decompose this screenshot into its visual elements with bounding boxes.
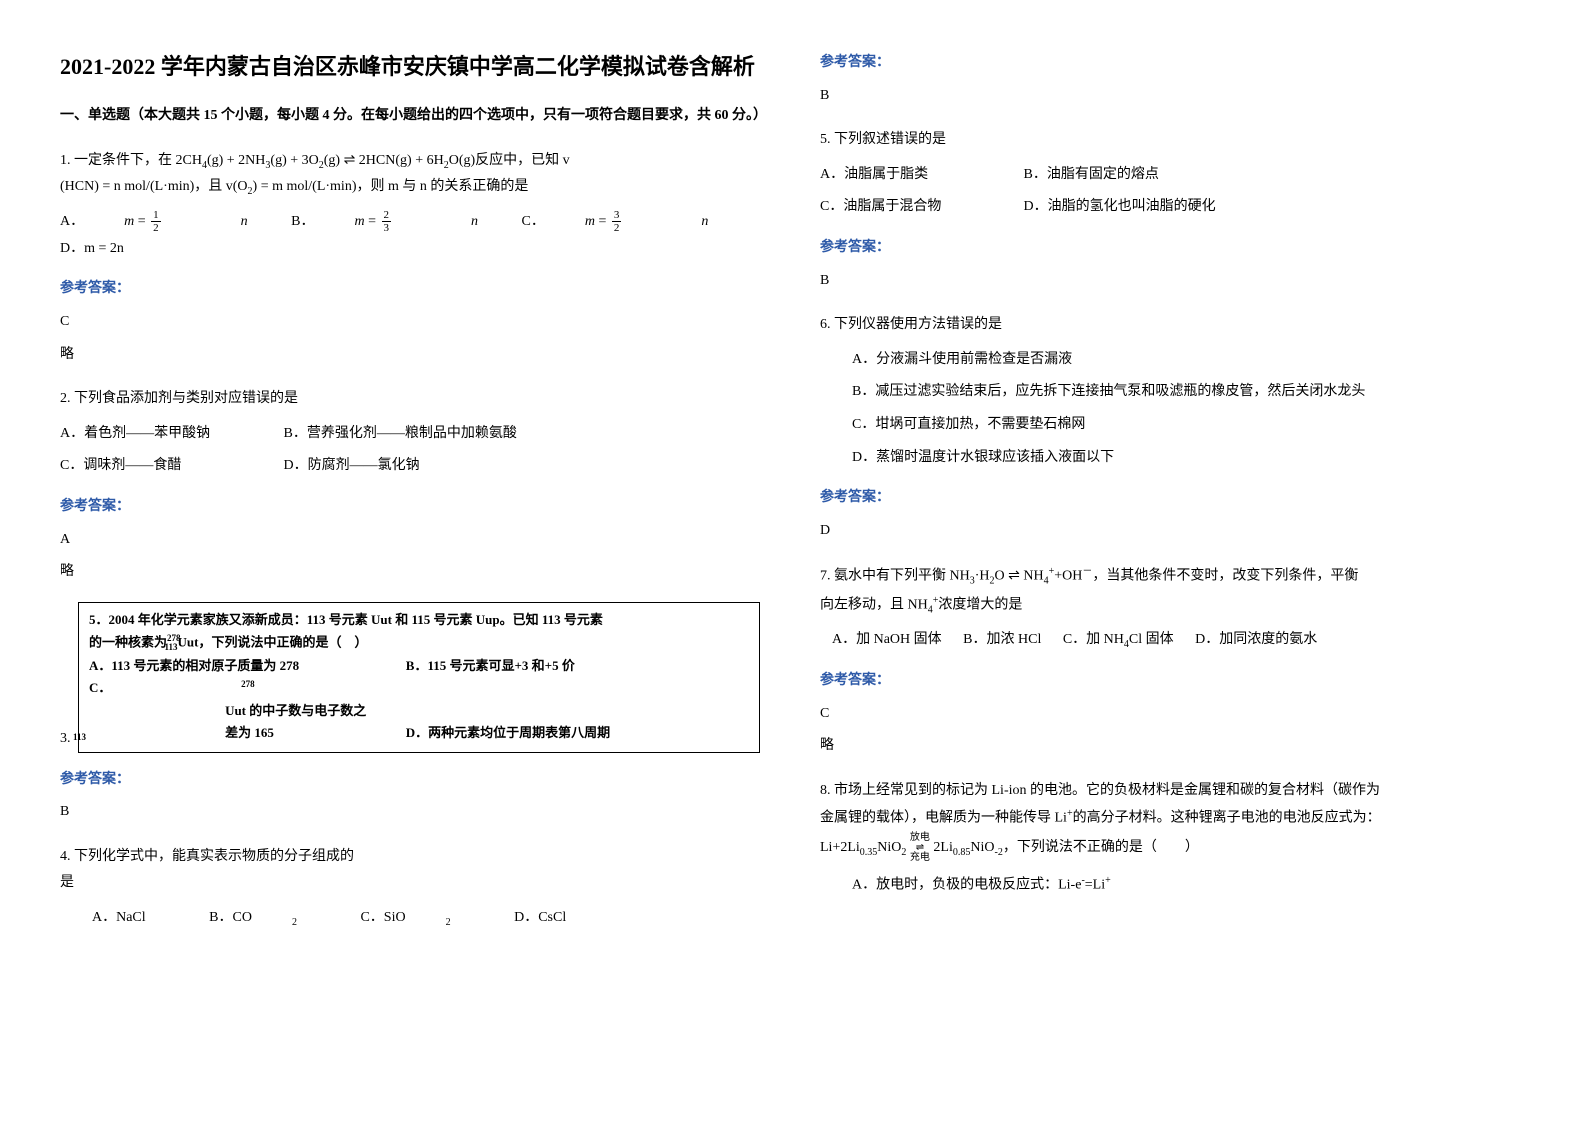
q1-options: A．m = 12n B．m = 23n C．m = 32n D．m = 2n xyxy=(60,209,760,262)
q5-optC-D: C．油脂属于混合物 D．油脂的氢化也叫油脂的硬化 xyxy=(820,194,1520,221)
q6-optB: B．减压过滤实验结束后，应先拆下连接抽气泵和吸滤瓶的橡皮管，然后关闭水龙头 xyxy=(820,379,1520,406)
answer-label: 参考答案： xyxy=(60,276,760,303)
q1-note: 略 xyxy=(60,342,760,369)
answer-label-4: 参考答案： xyxy=(820,50,1520,77)
q1-text: 1. 一定条件下，在 2CH xyxy=(60,153,202,168)
left-column: 2021-2022 学年内蒙古自治区赤峰市安庆镇中学高二化学模拟试卷含解析 一、… xyxy=(60,50,760,932)
q6-answer: D xyxy=(820,518,1520,545)
q7-options: A．加 NaOH 固体 B．加浓 HCl C．加 NH4Cl 固体 D．加同浓度… xyxy=(820,627,1520,654)
q4-optB: B．CO2 xyxy=(209,905,297,932)
q1-optB: B．m = 23n xyxy=(291,209,478,236)
q5-stem: 5. 下列叙述错误的是 xyxy=(820,127,1520,154)
q4-optD: D．CsCl xyxy=(514,905,566,932)
q2-optC-D: C．调味剂——食醋 D．防腐剂——氯化钠 xyxy=(60,453,760,480)
right-column: 参考答案： B 5. 下列叙述错误的是 A．油脂属于脂类 B．油脂有固定的熔点 … xyxy=(820,50,1520,932)
q8-optA: A．放电时，负极的电极反应式：Li-e-=Li+ xyxy=(820,871,1520,899)
q6-optD: D．蒸馏时温度计水银球应该插入液面以下 xyxy=(820,445,1520,472)
q1-optA: A．m = 12n xyxy=(60,209,248,236)
q2-stem: 2. 下列食品添加剂与类别对应错误的是 xyxy=(60,386,760,413)
q4-options: A．NaCl B．CO2 C．SiO2 D．CsCl xyxy=(60,905,760,932)
q7-answer: C xyxy=(820,701,1520,728)
q1-stem: 1. 一定条件下，在 2CH4(g) + 2NH3(g) + 3O2(g) ⇌ … xyxy=(60,148,760,202)
arrow-bottom-label: 充电 xyxy=(910,852,930,863)
answer-label-2: 参考答案： xyxy=(60,494,760,521)
q6-stem: 6. 下列仪器使用方法错误的是 xyxy=(820,312,1520,339)
q3-answer: B xyxy=(60,799,760,826)
page-title: 2021-2022 学年内蒙古自治区赤峰市安庆镇中学高二化学模拟试卷含解析 xyxy=(60,50,760,83)
q8-stem: 8. 市场上经常见到的标记为 Li-ion 的电池。它的负极材料是金属锂和碳的复… xyxy=(820,778,1520,863)
answer-label-6: 参考答案： xyxy=(820,485,1520,512)
q3-box: 5．2004 年化学元素家族又添新成员：113 号元素 Uut 和 115 号元… xyxy=(78,602,760,753)
q5-optA-B: A．油脂属于脂类 B．油脂有固定的熔点 xyxy=(820,162,1520,189)
q2-answer: A xyxy=(60,527,760,554)
q6-optC: C．坩埚可直接加热，不需要垫石棉网 xyxy=(820,412,1520,439)
q4-answer: B xyxy=(820,83,1520,110)
q4-optA: A．NaCl xyxy=(92,905,146,932)
q7-stem: 7. 氨水中有下列平衡 NH3·H2O ⇌ NH4++OH－，当其他条件不变时，… xyxy=(820,562,1520,619)
q4-stem: 4. 下列化学式中，能真实表示物质的分子组成的 是 xyxy=(60,844,760,897)
section-header: 一、单选题（本大题共 15 个小题，每小题 4 分。在每小题给出的四个选项中，只… xyxy=(60,103,760,130)
q4-optC: C．SiO2 xyxy=(360,905,450,932)
q3-row: 3. 5．2004 年化学元素家族又添新成员：113 号元素 Uut 和 115… xyxy=(60,592,760,753)
answer-label-5: 参考答案： xyxy=(820,235,1520,262)
q1-optD: D．m = 2n xyxy=(60,236,124,263)
answer-label-3: 参考答案： xyxy=(60,767,760,794)
q5-answer: B xyxy=(820,268,1520,295)
q6-optA: A．分液漏斗使用前需检查是否漏液 xyxy=(820,347,1520,374)
q1-optC: C．m = 32n xyxy=(522,209,709,236)
q1-answer: C xyxy=(60,309,760,336)
q7-note: 略 xyxy=(820,733,1520,760)
answer-label-7: 参考答案： xyxy=(820,668,1520,695)
q2-optA-B: A．着色剂——苯甲酸钠 B．营养强化剂——粮制品中加赖氨酸 xyxy=(60,421,760,448)
q2-note: 略 xyxy=(60,559,760,586)
